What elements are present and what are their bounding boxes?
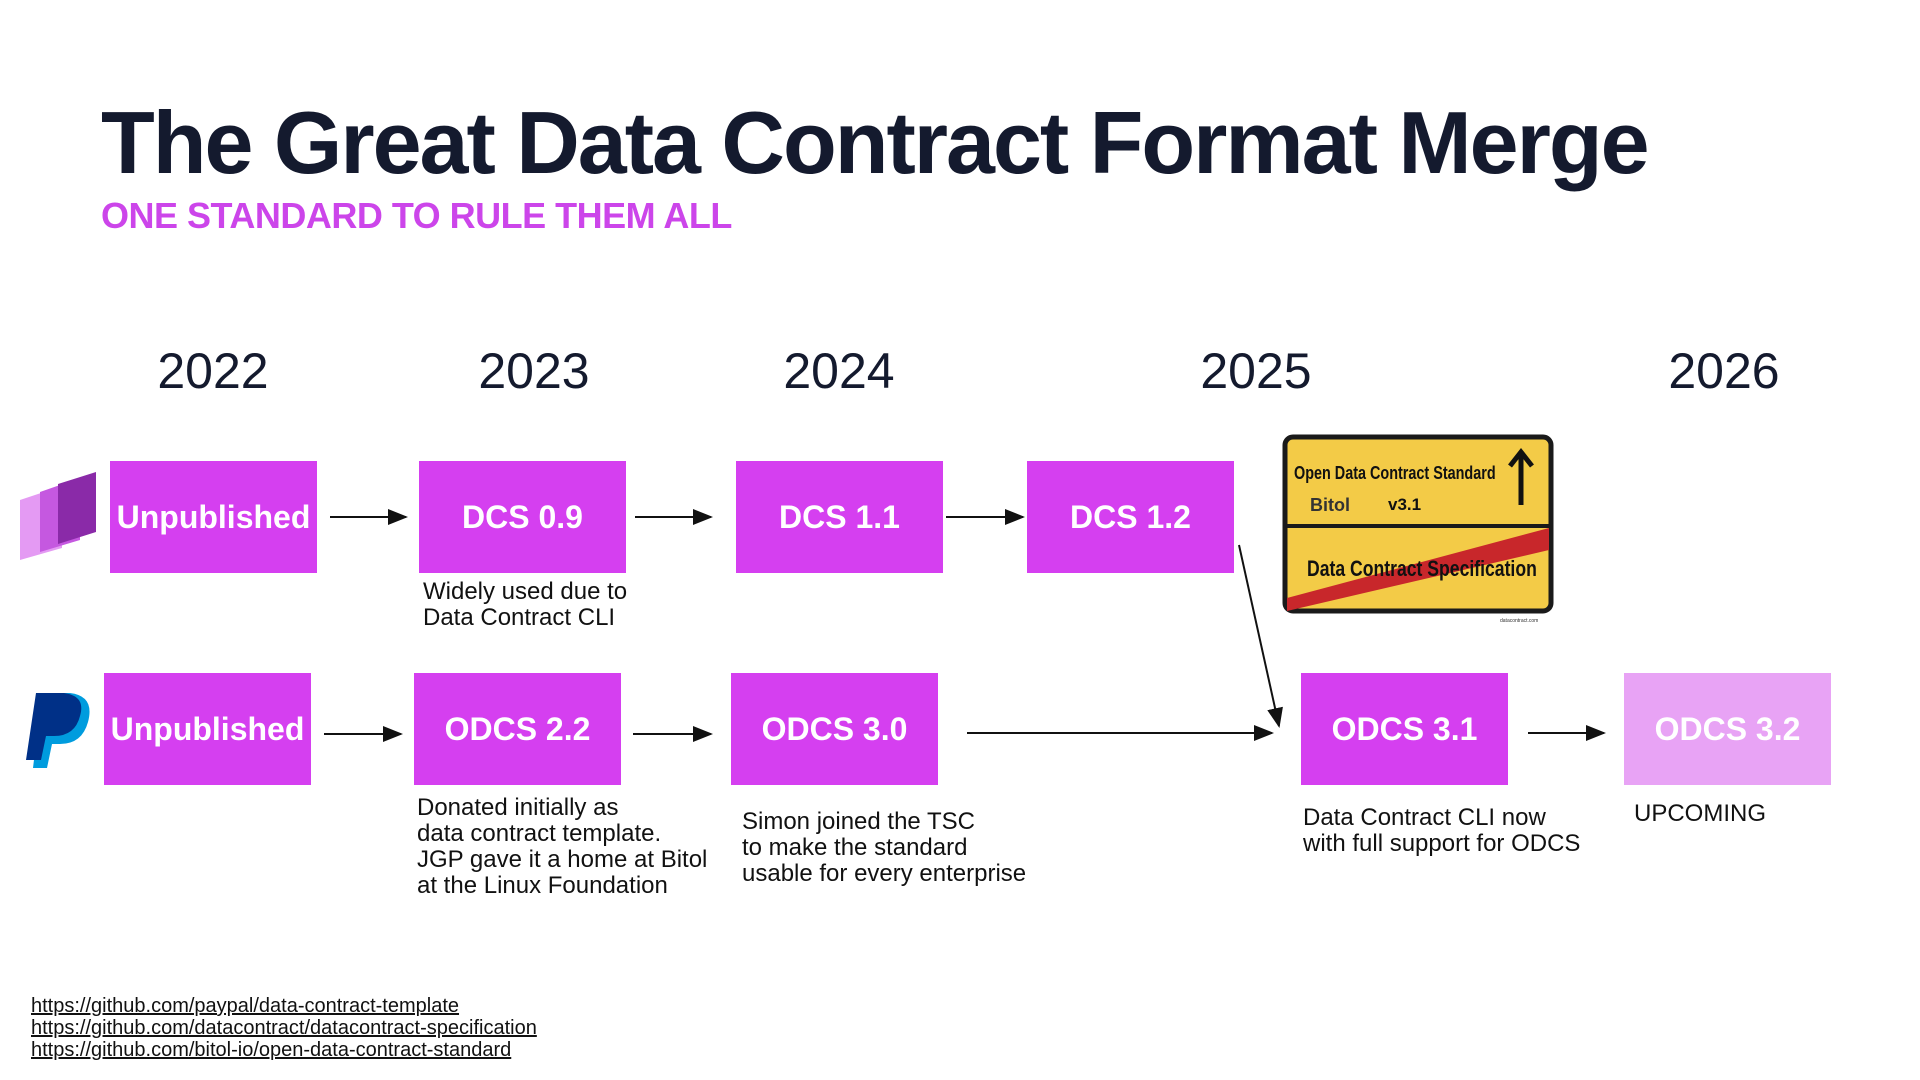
subtitle: ONE STANDARD TO RULE THEM ALL xyxy=(101,195,732,236)
dcs-logo xyxy=(20,472,96,560)
note: Data Contract CLI now with full support f… xyxy=(1303,805,1580,857)
source-link[interactable]: https://github.com/datacontract/datacont… xyxy=(31,1017,537,1039)
note-line: Donated initially as xyxy=(417,794,619,821)
note: UPCOMING xyxy=(1634,801,1766,827)
sign xyxy=(1282,434,1554,614)
version-box: ODCS 3.2 xyxy=(1624,673,1831,785)
sign-text: Open Data Contract Standard xyxy=(1294,463,1496,483)
note-line: to make the standard xyxy=(742,834,968,861)
arrow xyxy=(1238,544,1283,728)
links: https://github.com/paypal/data-contract-… xyxy=(31,995,537,1061)
version-box: DCS 1.1 xyxy=(736,461,943,573)
version-box: ODCS 3.1 xyxy=(1301,673,1508,785)
paypal-logo xyxy=(26,693,90,768)
year: 2022 xyxy=(157,343,269,399)
note: Donated initially as data contract templa… xyxy=(417,795,707,899)
note-line: usable for every enterprise xyxy=(742,860,1027,887)
year: 2026 xyxy=(1668,343,1780,399)
sign-credit: datacontract.com xyxy=(1500,618,1539,624)
version-box: ODCS 2.2 xyxy=(414,673,621,785)
sign-text: Bitol xyxy=(1310,495,1350,515)
version-box: Unpublished xyxy=(104,673,311,785)
sign-text: v3.1 xyxy=(1388,495,1422,514)
note-line: Data Contract CLI xyxy=(423,604,616,631)
sign-text: Data Contract Specification xyxy=(1307,556,1537,581)
note: Widely used due to Data Contract CLI xyxy=(423,579,627,631)
note-line: Simon joined the TSC xyxy=(742,808,976,835)
version-box: ODCS 3.0 xyxy=(731,673,938,785)
source-link[interactable]: https://github.com/paypal/data-contract-… xyxy=(31,995,460,1017)
note-line: with full support for ODCS xyxy=(1303,830,1581,857)
year: 2024 xyxy=(783,343,895,399)
note: Simon joined the TSC to make the standard… xyxy=(742,809,1026,887)
note-line: at the Linux Foundation xyxy=(417,872,668,899)
title: The Great Data Contract Format Merge xyxy=(101,93,1650,192)
note-line: JGP gave it a home at Bitol xyxy=(417,846,708,873)
version-box: DCS 1.2 xyxy=(1027,461,1234,573)
year: 2023 xyxy=(478,343,590,399)
note-line: Widely used due to xyxy=(423,578,628,605)
version-box: Unpublished xyxy=(110,461,317,573)
version-box: DCS 0.9 xyxy=(419,461,626,573)
note-line: UPCOMING xyxy=(1634,800,1766,827)
source-link[interactable]: https://github.com/bitol-io/open-data-co… xyxy=(31,1039,512,1061)
year: 2025 xyxy=(1200,343,1312,399)
note-line: data contract template. xyxy=(417,820,662,847)
note-line: Data Contract CLI now xyxy=(1303,804,1546,831)
